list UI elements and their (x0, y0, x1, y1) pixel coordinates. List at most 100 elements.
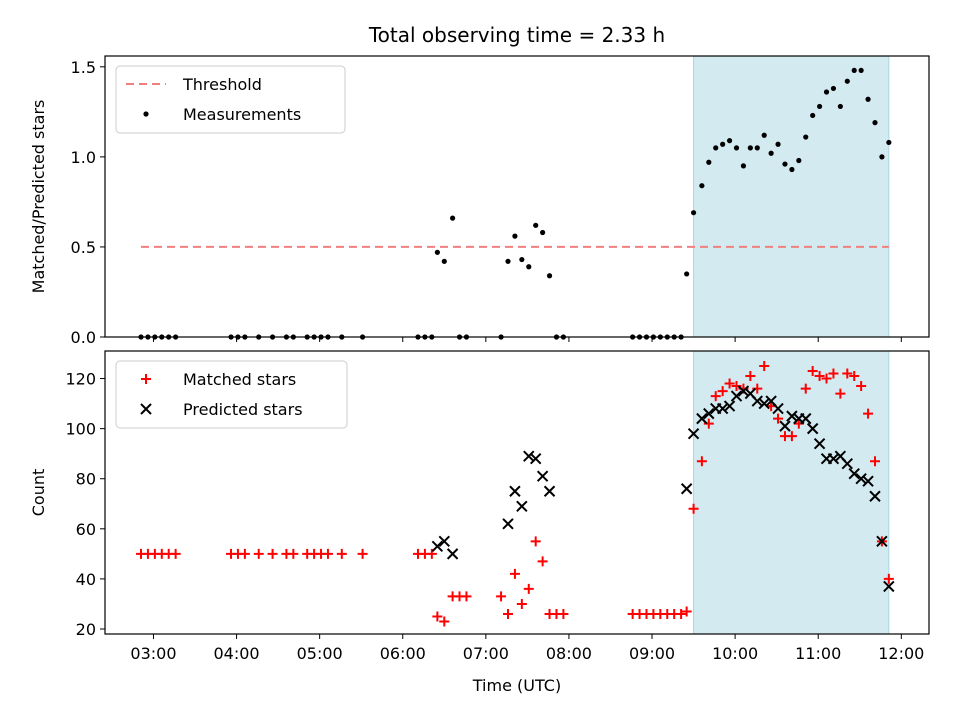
matched-stars-point (426, 548, 437, 559)
matched-stars-point (509, 568, 520, 579)
matched-stars-point (239, 548, 250, 559)
predicted-stars-point (716, 402, 729, 415)
matched-stars-point (821, 373, 832, 384)
matched-stars-point (461, 591, 472, 602)
measurement-point (540, 229, 546, 236)
measurement-point (441, 258, 447, 264)
matched-stars-point (710, 391, 721, 402)
legend-label: Predicted stars (183, 400, 303, 419)
matched-stars-point (745, 371, 756, 382)
matched-stars-point (496, 591, 507, 602)
measurement-point (720, 141, 726, 147)
predicted-stars-point (536, 470, 549, 482)
measurement-point (872, 120, 878, 126)
legend-label: Threshold (182, 75, 262, 94)
predicted-stars-point (758, 397, 770, 410)
x-tick-label: 09:00 (629, 644, 675, 663)
matched-stars-point (688, 503, 699, 514)
matched-stars-point (863, 408, 874, 419)
predicted-stars-point (751, 395, 763, 407)
matched-stars-point (793, 418, 804, 429)
measurement-point (733, 145, 740, 151)
y-tick-label: 80 (76, 470, 96, 489)
measurement-point (726, 138, 733, 144)
legend: Threshold Measurements (115, 65, 346, 134)
predicted-stars-point (813, 437, 826, 450)
measurement-point (526, 264, 532, 270)
legend-marker-predicted (140, 403, 152, 415)
legend-label: Measurements (183, 105, 301, 124)
matched-stars-point (828, 368, 839, 379)
predicted-stars-point (800, 412, 812, 425)
matched-stars-point (336, 548, 347, 559)
matched-stars-point (439, 616, 450, 627)
matched-stars-point (800, 383, 811, 394)
matched-stars-point (786, 431, 797, 442)
matched-stars-point (835, 388, 846, 399)
y-axis-label: Matched/Predicted stars (29, 100, 48, 294)
matched-stars-point (676, 608, 687, 619)
y-tick-label: 0.0 (71, 328, 96, 347)
y-tick-label: 100 (65, 420, 96, 439)
matched-stars-point (869, 456, 880, 467)
measurement-point (505, 258, 511, 264)
measurement-point (865, 96, 871, 102)
predicted-stars-point (779, 420, 791, 432)
matched-stars-point (681, 606, 692, 617)
y-tick-label: 1.5 (71, 58, 96, 77)
y-tick-label: 1.0 (71, 148, 96, 167)
measurement-point (789, 166, 795, 173)
predicted-stars-point (862, 475, 874, 487)
axes-frame (104, 55, 930, 338)
predicted-stars-point (446, 548, 459, 560)
x-tick-label: 05:00 (297, 644, 343, 663)
predicted-stars-point (509, 485, 521, 497)
predicted-stars-point (827, 452, 840, 465)
y-tick-label: 120 (65, 370, 96, 389)
measurement-point (434, 249, 440, 255)
legend-label: Matched stars (183, 370, 296, 389)
measurement-point (796, 157, 802, 164)
measurement-point (761, 132, 767, 138)
measurement-point (519, 256, 525, 263)
matched-stars-point (731, 381, 742, 392)
measurement-point (879, 154, 885, 160)
y-tick-label: 20 (76, 620, 96, 639)
matched-stars-point (558, 608, 569, 619)
y-tick-label: 60 (76, 520, 96, 539)
matched-stars-point (814, 371, 825, 382)
measurement-point (837, 103, 843, 110)
matched-stars-point (523, 583, 534, 594)
matched-stars-point (807, 366, 818, 377)
matched-stars-point (502, 608, 513, 619)
matched-stars-point (856, 381, 867, 392)
x-tick-label: 08:00 (546, 644, 592, 663)
axes-frame (104, 350, 930, 635)
x-tick-label: 12:00 (878, 644, 924, 663)
predicted-stars-point (841, 457, 853, 470)
matched-stars-point (267, 548, 278, 559)
predicted-stars-point (687, 427, 700, 440)
predicted-stars-point (438, 535, 451, 548)
measurement-point (546, 273, 553, 279)
matched-stars-point (322, 548, 333, 559)
measurement-point (512, 233, 518, 239)
x-tick-label: 07:00 (463, 644, 509, 663)
observing-window-shade (693, 55, 890, 338)
predicted-stars-point (848, 468, 860, 480)
matched-stars-point (717, 386, 728, 397)
predicted-stars-point (737, 385, 750, 397)
measurement-point (699, 183, 705, 189)
matched-stars-point (724, 378, 735, 389)
measurement-point (684, 271, 690, 277)
predicted-stars-point (696, 412, 708, 425)
measurement-point (858, 67, 864, 74)
matched-stars-point (537, 556, 548, 567)
matched-stars-point (696, 456, 707, 467)
measurement-point (533, 222, 539, 228)
matched-stars-point (773, 413, 784, 424)
measurement-point (886, 139, 892, 146)
panel-ratio: 0.0 0.5 1.0 1.5 Matched/Predicted stars Thres… (29, 55, 930, 347)
y-tick-label: 40 (76, 570, 96, 589)
